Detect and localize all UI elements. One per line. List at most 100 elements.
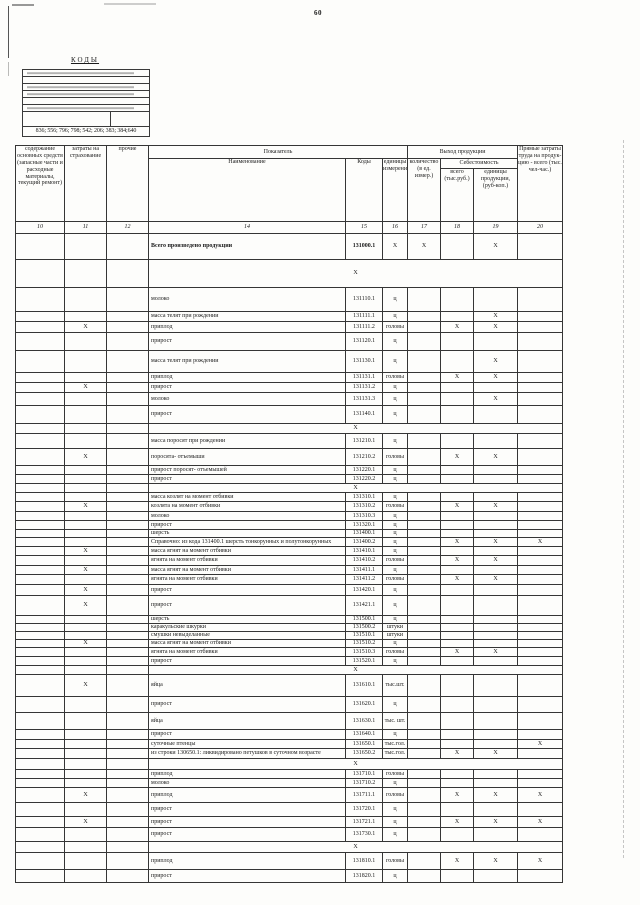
- cell-labor: [517, 827, 563, 842]
- cell-quantity: [407, 321, 441, 333]
- table-row: приплод 131710.1 головы: [15, 769, 563, 779]
- cell-cost-unit: X: [473, 816, 518, 828]
- colnum-quantity: 17: [407, 221, 441, 234]
- cell-code: 131131.3: [345, 392, 383, 406]
- cell-insurance: [64, 656, 107, 666]
- cell-unit: головы: [382, 852, 408, 870]
- cell-insurance: X: [64, 501, 107, 512]
- cell-cost-unit: [473, 584, 518, 596]
- cell-maintenance: [15, 565, 65, 575]
- cell-insurance: X: [64, 816, 107, 828]
- col-header-labor: Прямые затраты труда на продук- цию - вс…: [517, 145, 563, 222]
- cell-other: [106, 631, 149, 640]
- scan-artifact: [12, 4, 34, 6]
- col-header-cost-unit: единицы продукции, (руб-коп.): [473, 168, 518, 222]
- cell-cost-total: [440, 729, 474, 740]
- cell-other: [106, 520, 149, 530]
- cell-other: [106, 584, 149, 596]
- cell-other: [106, 769, 149, 779]
- cell-insurance: [64, 712, 107, 730]
- cell-code: 131131.2: [345, 382, 383, 393]
- cell-insurance: [64, 433, 107, 449]
- cell-maintenance: [15, 233, 65, 260]
- cell-quantity: [407, 748, 441, 759]
- cell-quantity: [407, 647, 441, 657]
- cell-quantity: [407, 787, 441, 803]
- cell-cost-total: X: [440, 852, 474, 870]
- cell-cost-unit: [473, 546, 518, 556]
- cell-maintenance: [15, 520, 65, 530]
- table-row: прирост 131720.1 ц: [15, 802, 563, 817]
- cell-code: 131400.2: [345, 537, 383, 547]
- cell-other: [106, 405, 149, 424]
- cell-unit: ц: [382, 802, 408, 817]
- cell-cost-unit: [473, 520, 518, 530]
- cell-other: [106, 787, 149, 803]
- cell-insurance: X: [64, 674, 107, 697]
- cell-labor: X: [517, 787, 563, 803]
- cell-unit: ц: [382, 827, 408, 842]
- cell-unit: ц: [382, 537, 408, 547]
- cell-unit: X: [382, 233, 408, 260]
- cell-maintenance: [15, 555, 65, 566]
- cell-cost-total: [440, 584, 474, 596]
- cell-maintenance: [15, 639, 65, 648]
- cell-code: 131411.2: [345, 574, 383, 585]
- cell-labor: [517, 382, 563, 393]
- cell-name: молоко: [148, 287, 346, 312]
- cell-labor: [517, 584, 563, 596]
- cell-name: прирост: [148, 729, 346, 740]
- table-row: прирост 131730.1 ц: [15, 827, 563, 842]
- cell-code: 131131.1: [345, 372, 383, 383]
- group-header-cost: Себестоимость: [440, 158, 518, 169]
- cell-labor: [517, 674, 563, 697]
- cell-maintenance: [15, 631, 65, 640]
- cell-code: 131310.2: [345, 501, 383, 512]
- cell-unit: головы: [382, 501, 408, 512]
- table-row: приплод 131131.1 головы X X: [15, 372, 563, 383]
- cell-cost-total: [440, 674, 474, 697]
- cell-unit: ц: [382, 311, 408, 322]
- cell-other: [106, 574, 149, 585]
- cell-quantity: [407, 639, 441, 648]
- cell-code: 131650.1: [345, 739, 383, 749]
- cell-unit: ц: [382, 615, 408, 624]
- cell-code: 131411.1: [345, 565, 383, 575]
- cell-labor: [517, 392, 563, 406]
- codes-row: [23, 98, 149, 105]
- cell-cost-total: X: [440, 501, 474, 512]
- cell-unit: ц: [382, 584, 408, 596]
- cell-cost-total: [440, 474, 474, 484]
- cell-maintenance: [15, 787, 65, 803]
- cell-unit: ц: [382, 433, 408, 449]
- table-row: суточные птенцы 131650.1 тыс.гол. X: [15, 739, 563, 749]
- cell-name: масса козлят на момент отбивки: [148, 492, 346, 502]
- cell-labor: [517, 465, 563, 475]
- table-row: приплод 131810.1 головы X X X: [15, 852, 563, 870]
- cell-cost-unit: X: [473, 574, 518, 585]
- cell-labor: [517, 321, 563, 333]
- cell-cost-unit: X: [473, 501, 518, 512]
- cell-insurance: [64, 287, 107, 312]
- cell-cost-unit: [473, 739, 518, 749]
- cell-cost-total: [440, 382, 474, 393]
- cell-insurance: [64, 665, 107, 675]
- cell-quantity: X: [407, 233, 441, 260]
- table-row: масса телят при рождении 131130.1 ц X: [15, 350, 563, 373]
- cell-labor: [517, 656, 563, 666]
- cell-maintenance: [15, 492, 65, 502]
- cell-labor: [517, 474, 563, 484]
- cell-maintenance: [15, 382, 65, 393]
- cell-labor: [517, 869, 563, 883]
- cell-maintenance: [15, 712, 65, 730]
- cell-unit: головы: [382, 448, 408, 466]
- cell-separator-x: X: [148, 665, 563, 675]
- cell-code: 131310.3: [345, 511, 383, 521]
- cell-insurance: X: [64, 382, 107, 393]
- cell-cost-unit: [473, 511, 518, 521]
- group-header-indicator: Показатель: [148, 145, 408, 159]
- cell-other: [106, 501, 149, 512]
- cell-cost-total: [440, 520, 474, 530]
- cell-other: [106, 665, 149, 675]
